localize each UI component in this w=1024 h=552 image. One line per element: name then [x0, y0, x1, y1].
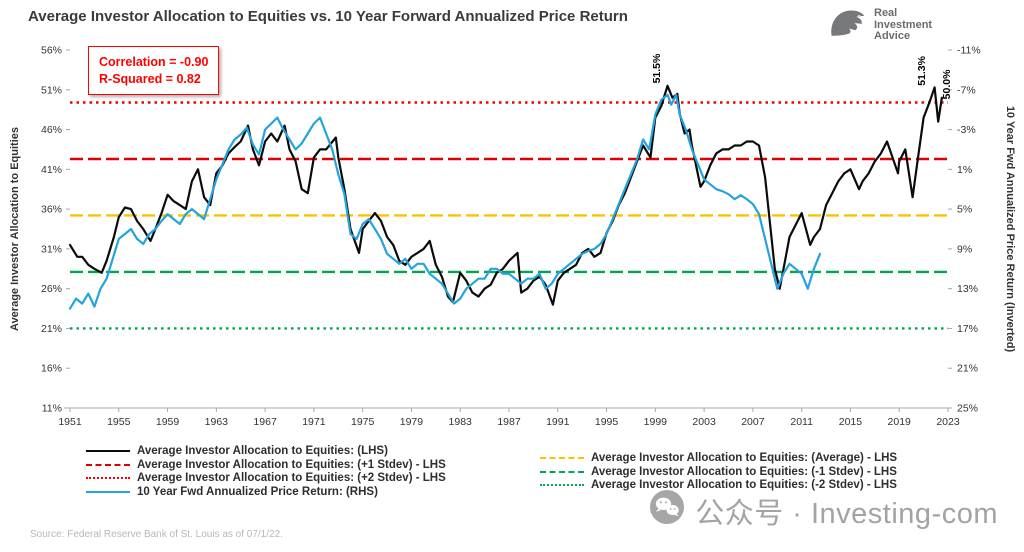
x-tick-label: 1967: [253, 416, 277, 428]
left-tick-label: 41%: [41, 164, 62, 176]
left-tick-label: 31%: [41, 243, 62, 255]
logo-line-1: Real: [874, 7, 898, 20]
x-tick-label: 1995: [595, 416, 619, 428]
legend-item-plus1-stdev: Average Investor Allocation to Equities:…: [86, 458, 446, 472]
right-tick-label: 9%: [957, 243, 972, 255]
legend-swatch-blue-solid: [86, 491, 130, 494]
legend-label: 10 Year Fwd Annualized Price Return: (RH…: [137, 486, 378, 499]
peak-annotation: 51.5%: [651, 53, 663, 83]
right-tick-label: -11%: [957, 45, 981, 57]
legend-swatch-green-dashed: [540, 470, 584, 473]
x-tick-label: 1979: [400, 416, 424, 428]
watermark-text: 公众号 · Investing-com: [695, 498, 998, 530]
correlation-stats-box: Correlation = -0.90 R-Squared = 0.82: [88, 46, 220, 95]
right-axis-title: 10 Year Fwd Annualized Price Return (Inv…: [1004, 106, 1016, 353]
legend-swatch-red-dashed: [86, 463, 130, 466]
legend-label: Average Investor Allocation to Equities:…: [591, 451, 898, 464]
right-tick-label: 5%: [957, 204, 972, 216]
left-tick-label: 21%: [41, 323, 62, 335]
left-tick-label: 36%: [41, 204, 62, 216]
correlation-value: Correlation = -0.90: [99, 55, 209, 69]
series-line-forward-return: [68, 93, 822, 310]
x-tick-label: 2003: [692, 416, 716, 428]
legend-label: Average Investor Allocation to Equities:…: [137, 458, 446, 471]
legend-right-column: Average Investor Allocation to Equities:…: [540, 451, 897, 492]
legend-item-allocation-lhs: Average Investor Allocation to Equities:…: [86, 444, 446, 458]
legend-label: Average Investor Allocation to Equities:…: [137, 472, 446, 485]
source-note: Source: Federal Reserve Bank of St. Loui…: [30, 529, 283, 540]
x-tick-label: 1987: [497, 416, 521, 428]
real-investment-advice-logo: Real Investment Advice: [828, 4, 932, 47]
left-tick-label: 46%: [41, 124, 62, 136]
left-axis-title: Average Investor Allocation to Equities: [9, 127, 21, 331]
x-tick-label: 2019: [888, 416, 912, 428]
chart-canvas: 1951 1955 1959 1963 1967 1971 1975 1979 1983 1987…: [9, 45, 1016, 429]
right-tick-label: 1%: [957, 164, 972, 176]
eagle-icon: [828, 4, 868, 47]
x-tick-label: 2015: [839, 416, 863, 428]
x-tick-label: 1963: [205, 416, 229, 428]
x-tick-label: 1959: [156, 416, 180, 428]
logo-line-3: Advice: [874, 30, 911, 43]
legend-item-minus2-stdev: Average Investor Allocation to Equities:…: [540, 479, 897, 493]
legend-item-average: Average Investor Allocation to Equities:…: [540, 451, 897, 465]
x-tick-label: 1955: [107, 416, 131, 428]
right-tick-label: 13%: [957, 283, 978, 295]
right-tick-label: 17%: [957, 323, 978, 335]
legend-item-plus2-stdev: Average Investor Allocation to Equities:…: [86, 472, 446, 486]
legend-label: Average Investor Allocation to Equities:…: [591, 465, 897, 478]
x-tick-label: 2023: [936, 416, 960, 428]
legend-swatch-black-solid: [86, 449, 130, 452]
left-tick-label: 11%: [42, 403, 62, 415]
legend-item-forward-return-rhs: 10 Year Fwd Annualized Price Return: (RH…: [86, 485, 446, 499]
x-tick-label: 1983: [449, 416, 473, 428]
x-tick-label: 1971: [302, 416, 326, 428]
watermark: 公众号 · Investing-com: [649, 489, 998, 533]
legend-label: Average Investor Allocation to Equities:…: [137, 444, 388, 457]
left-tick-label: 56%: [41, 45, 62, 57]
right-tick-label: -3%: [957, 124, 976, 136]
left-tick-label: 26%: [41, 283, 62, 295]
right-tick-label: -7%: [957, 84, 976, 96]
legend-swatch-green-dotted: [540, 484, 584, 487]
x-tick-label: 1951: [58, 416, 82, 428]
legend-label: Average Investor Allocation to Equities:…: [591, 479, 897, 492]
x-tick-label: 1999: [644, 416, 668, 428]
right-tick-label: 25%: [957, 403, 978, 415]
x-tick-label: 2011: [790, 416, 813, 428]
wechat-icon: [649, 489, 685, 533]
x-tick-label: 1975: [351, 416, 375, 428]
r-squared-value: R-Squared = 0.82: [99, 72, 201, 86]
logo-text: Real Investment Advice: [874, 8, 932, 43]
x-tick-label: 1991: [546, 416, 570, 428]
legend-left-column: Average Investor Allocation to Equities:…: [86, 444, 446, 499]
legend-swatch-red-dotted: [86, 477, 130, 480]
legend-swatch-yellow-dashed: [540, 456, 584, 459]
peak-annotation: 50.0%: [941, 69, 953, 99]
series-line-allocation: [68, 84, 944, 306]
peak-annotation: 51.3%: [916, 55, 928, 85]
x-tick-label: 2007: [741, 416, 765, 428]
legend-item-minus1-stdev: Average Investor Allocation to Equities:…: [540, 465, 897, 479]
left-tick-label: 51%: [41, 84, 62, 96]
right-tick-label: 21%: [957, 363, 978, 375]
logo-line-2: Investment: [874, 18, 933, 31]
page-title: Average Investor Allocation to Equities …: [28, 8, 628, 25]
left-tick-label: 16%: [41, 363, 62, 375]
